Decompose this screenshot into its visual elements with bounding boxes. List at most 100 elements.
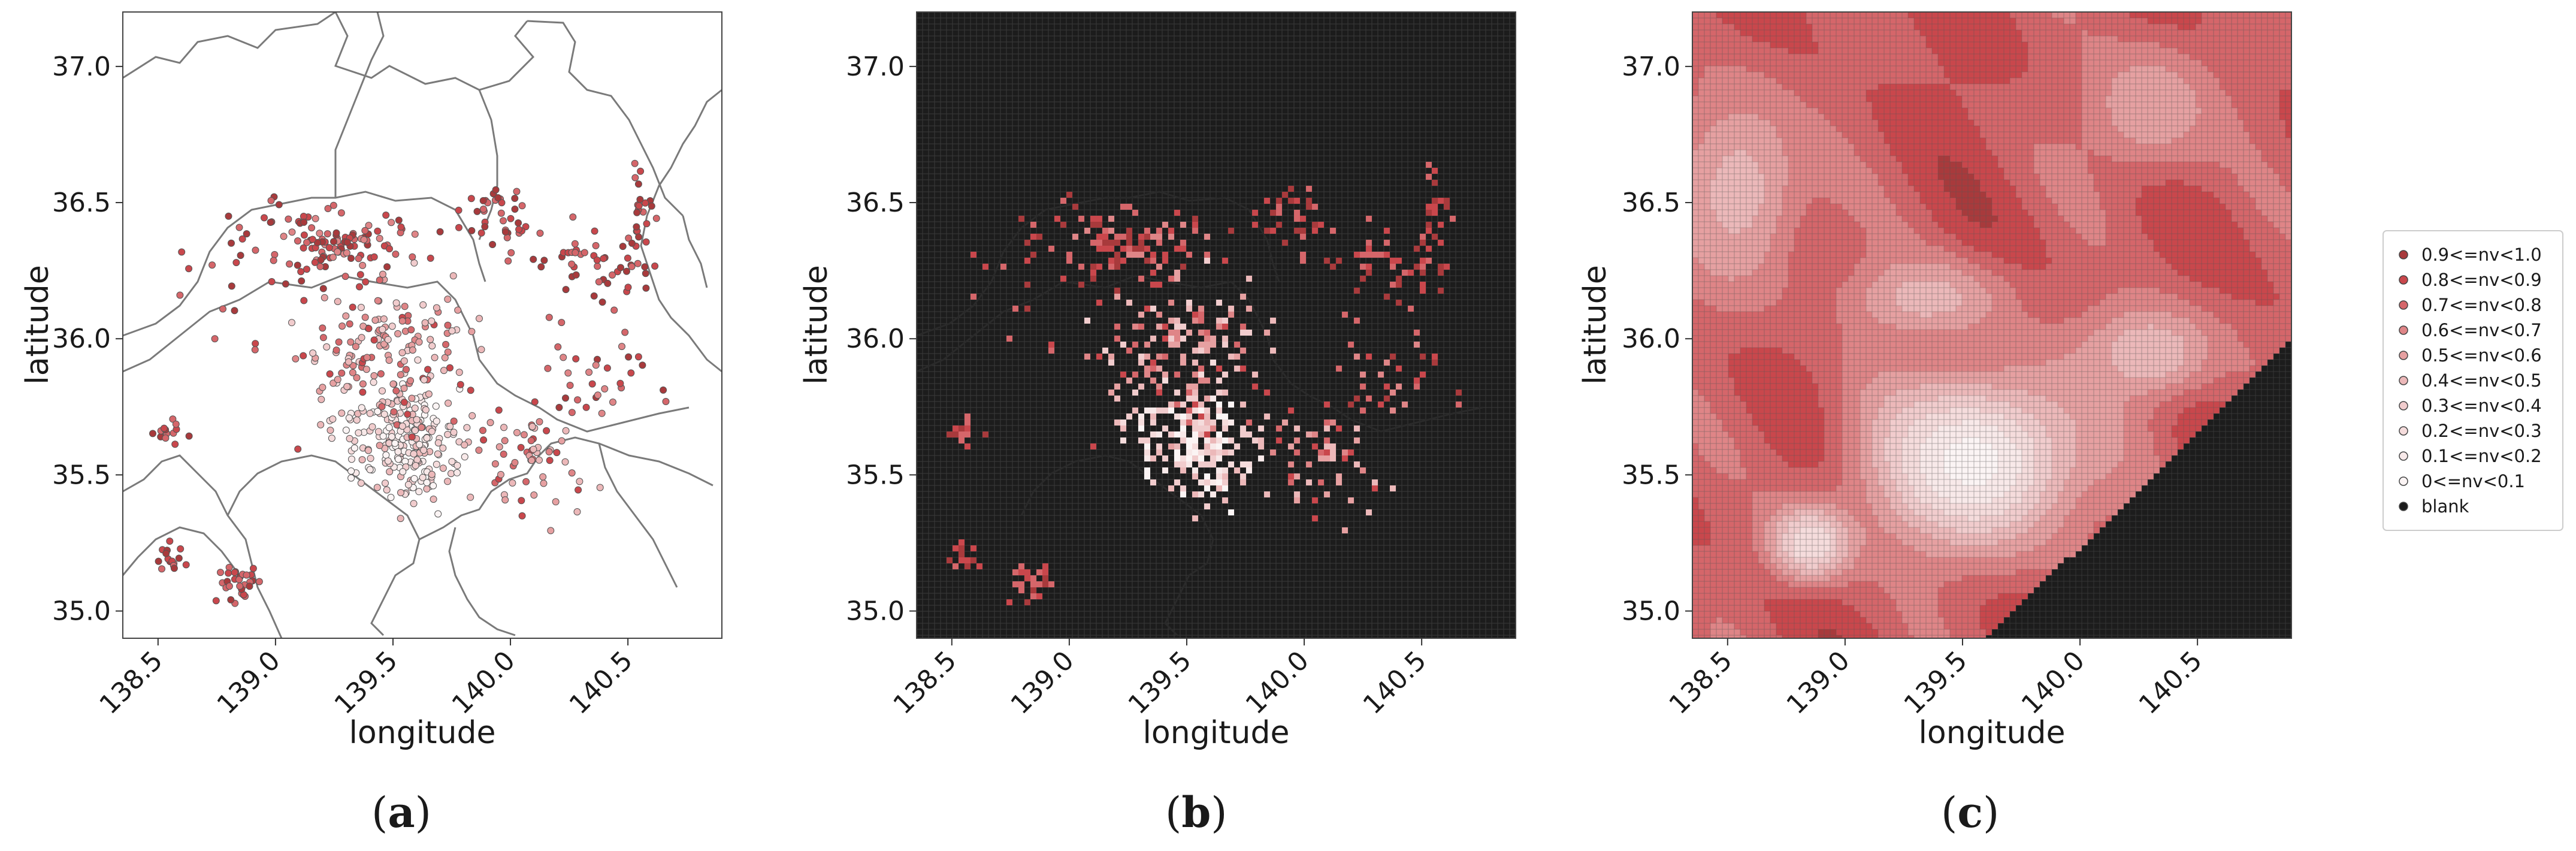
heatmap-cell — [1854, 150, 1860, 156]
heatmap-cell — [2082, 180, 2088, 186]
data-cell — [1300, 234, 1306, 240]
heatmap-cell — [2028, 204, 2034, 210]
heatmap-cell — [1824, 102, 1830, 108]
data-cell — [1246, 276, 1252, 282]
data-point — [642, 238, 650, 246]
heatmap-cell — [2130, 102, 2136, 108]
data-point — [368, 423, 376, 431]
data-cell — [1126, 228, 1132, 234]
heatmap-cell — [2208, 36, 2214, 42]
data-cell — [1126, 252, 1132, 258]
heatmap-cell — [1848, 66, 1854, 72]
heatmap-cell — [2046, 204, 2052, 210]
heatmap-cell — [1764, 78, 1770, 84]
heatmap-cell — [2172, 24, 2178, 30]
heatmap-cell — [1878, 192, 1884, 198]
heatmap-cell — [1716, 54, 1722, 60]
heatmap-cell — [2279, 120, 2285, 126]
heatmap-cell — [1788, 198, 1794, 204]
heatmap-cell — [1956, 114, 1962, 120]
data-point — [185, 432, 193, 440]
heatmap-cell — [2046, 108, 2052, 114]
heatmap-cell — [1746, 144, 1752, 150]
boundary-line — [916, 274, 1483, 433]
heatmap-cell — [2088, 90, 2094, 96]
heatmap-cell — [1782, 162, 1788, 168]
heatmap-cell — [2040, 186, 2046, 192]
heatmap-cell — [1950, 162, 1956, 168]
heatmap-cell — [1740, 60, 1746, 66]
heatmap-cell — [1788, 48, 1794, 54]
heatmap-cell — [2010, 54, 2016, 60]
heatmap-cell — [2034, 42, 2040, 48]
heatmap-cell — [2016, 126, 2022, 132]
heatmap-cell — [2022, 150, 2028, 156]
heatmap-cell — [1824, 60, 1830, 66]
data-point — [225, 212, 232, 220]
data-cell — [1150, 366, 1156, 372]
heatmap-cell — [1872, 162, 1878, 168]
heatmap-cell — [2028, 132, 2034, 138]
heatmap-cell — [1854, 90, 1860, 96]
heatmap-cell — [2154, 162, 2160, 168]
heatmap-cell — [1986, 162, 1992, 168]
heatmap-cell — [2034, 198, 2040, 204]
heatmap-cell — [2184, 186, 2190, 192]
heatmap-cell — [2244, 192, 2250, 198]
heatmap-cell — [1842, 192, 1848, 198]
heatmap-cell — [1740, 144, 1746, 150]
heatmap-cell — [1692, 204, 1698, 210]
heatmap-cell — [2261, 186, 2267, 192]
data-point — [434, 510, 442, 518]
heatmap-cell — [1788, 60, 1794, 66]
data-point — [590, 292, 598, 300]
data-point — [495, 406, 503, 414]
heatmap-cell — [2184, 48, 2190, 54]
heatmap-cell — [1956, 198, 1962, 204]
heatmap-cell — [2279, 18, 2285, 24]
heatmap-cell — [1938, 84, 1944, 90]
heatmap-cell — [2244, 60, 2250, 66]
data-cell — [1132, 342, 1138, 348]
data-cell — [1192, 390, 1198, 396]
heatmap-cell — [1716, 114, 1722, 120]
data-cell — [1198, 306, 1204, 312]
data-cell — [1132, 390, 1138, 396]
heatmap-cell — [2100, 36, 2106, 42]
data-cell — [1294, 426, 1300, 431]
heatmap-cell — [2106, 168, 2112, 174]
heatmap-cell — [2232, 72, 2238, 78]
heatmap-cell — [1938, 210, 1944, 216]
heatmap-cell — [1746, 132, 1752, 138]
data-cell — [1180, 336, 1186, 342]
heatmap-cell — [2160, 108, 2166, 114]
heatmap-cell — [1728, 210, 1734, 216]
heatmap-cell — [1734, 90, 1740, 96]
heatmap-cell — [1722, 24, 1728, 30]
heatmap-cell — [2220, 204, 2226, 210]
data-cell — [1348, 449, 1354, 455]
heatmap-cell — [1968, 48, 1974, 54]
data-cell — [1180, 461, 1186, 467]
data-point — [397, 489, 404, 496]
heatmap-cell — [2010, 168, 2016, 174]
heatmap-cell — [1848, 108, 1854, 114]
data-cell — [1306, 431, 1312, 437]
heatmap-cell — [2220, 180, 2226, 186]
heatmap-cell — [2118, 78, 2124, 84]
heatmap-cell — [2190, 144, 2196, 150]
heatmap-cell — [1998, 204, 2004, 210]
heatmap-cell — [1698, 42, 1704, 48]
heatmap-cell — [2058, 120, 2064, 126]
heatmap-cell — [2279, 78, 2285, 84]
heatmap-cell — [2202, 12, 2208, 18]
heatmap-cell — [1704, 186, 1710, 192]
heatmap-cell — [2255, 144, 2261, 150]
heatmap-cell — [2232, 12, 2238, 18]
heatmap-cell — [2190, 36, 2196, 42]
heatmap-cell — [2094, 12, 2100, 18]
heatmap-cell — [2244, 120, 2250, 126]
heatmap-cell — [1884, 18, 1890, 24]
heatmap-cell — [2214, 60, 2220, 66]
panel-b-ytick-label: 35.5 — [846, 460, 905, 490]
